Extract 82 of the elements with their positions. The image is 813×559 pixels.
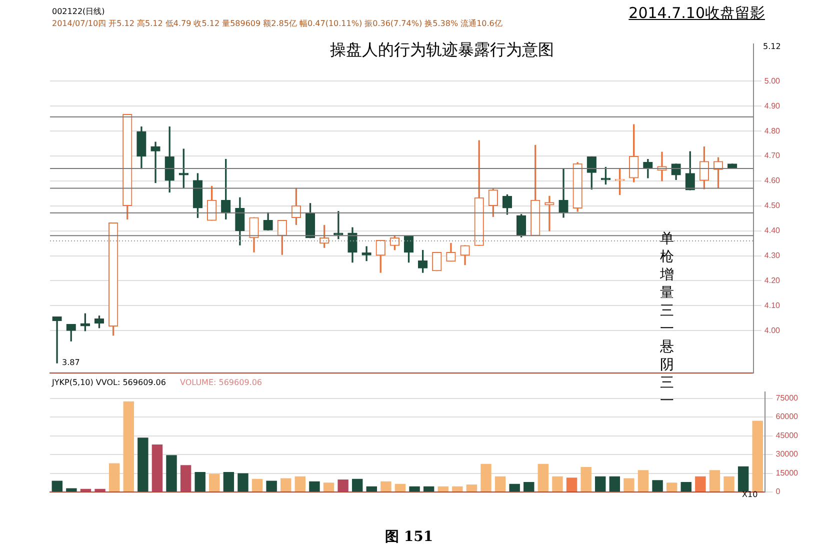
- caption: 图 151: [385, 528, 434, 546]
- bar: [738, 466, 749, 492]
- bar: [394, 484, 406, 492]
- bar: [638, 470, 649, 492]
- bar: [695, 476, 706, 492]
- bar: [52, 480, 63, 492]
- bar: [152, 444, 163, 492]
- bar: [66, 488, 77, 492]
- chart-subtitle: 操盘人的行为轨迹暴露行为意图: [330, 40, 554, 61]
- bar: [666, 482, 678, 492]
- annotation: X10: [742, 490, 758, 499]
- bar: [280, 478, 292, 492]
- y-tick-label: 4.70: [764, 151, 781, 160]
- bar: [80, 488, 92, 492]
- y-tick-label: 0: [776, 487, 781, 496]
- y-tick-label: 4.80: [764, 126, 781, 136]
- y-tick-label: 5.00: [764, 76, 781, 86]
- bar: [238, 473, 248, 492]
- bar: [652, 480, 663, 492]
- candlestick: [52, 316, 62, 364]
- bar: [752, 420, 763, 492]
- bar: [223, 472, 234, 492]
- text: 002122(日线): [52, 6, 105, 17]
- bar: [338, 480, 348, 492]
- bar: [509, 484, 520, 492]
- y-tick-label: 4.20: [764, 276, 781, 285]
- bar: [595, 476, 606, 492]
- candlestick: [362, 246, 372, 262]
- bar: [480, 464, 492, 492]
- bar: [709, 470, 720, 492]
- bar: [452, 486, 463, 492]
- bar: [194, 472, 206, 492]
- bar: [609, 476, 620, 492]
- candlestick: [544, 196, 554, 232]
- bar: [580, 467, 592, 492]
- bar: [466, 484, 478, 492]
- bar: [108, 463, 120, 492]
- y-tick-label: 60000: [776, 412, 799, 422]
- bar: [423, 486, 434, 492]
- bar: [566, 478, 578, 492]
- bar: [323, 482, 334, 492]
- text: VOLUME: 569609.06: [180, 378, 262, 387]
- y-tick-label: 30000: [776, 450, 799, 459]
- bar: [352, 478, 363, 492]
- y-tick-label: 15000: [776, 468, 799, 478]
- y-tick-label: 4.40: [764, 226, 781, 236]
- bar: [166, 455, 177, 492]
- y-tick-label: 4.60: [764, 176, 781, 186]
- bar: [94, 488, 106, 492]
- bar: [138, 438, 148, 492]
- bar: [209, 474, 220, 492]
- bar: [123, 401, 134, 492]
- chart-title: 2014.7.10收盘留影: [628, 4, 765, 23]
- y-tick-label: 4.50: [764, 201, 781, 210]
- bar: [266, 480, 277, 492]
- bar: [538, 464, 549, 492]
- bar: [624, 478, 634, 492]
- bar: [494, 476, 506, 492]
- y-tick-label: 45000: [776, 430, 799, 440]
- text: 5.12: [763, 42, 781, 51]
- y-tick-label: 4.90: [764, 101, 781, 110]
- bar: [380, 481, 392, 492]
- bar: [252, 478, 263, 492]
- text: 2014/07/10四 开5.12 高5.12 低4.79 收5.12 量589609 额2.85亿 幅0.47(10.11%) 振0.36(7.74%) 换5.38% 流通10.6亿: [52, 18, 502, 29]
- annotation: 3.87: [62, 358, 80, 367]
- bar: [180, 465, 192, 492]
- y-tick-label: 4.00: [764, 326, 781, 335]
- candlestick: [150, 142, 160, 184]
- bar: [366, 486, 377, 492]
- bar: [524, 482, 534, 492]
- text: 单枪增量三一悬阴三一: [660, 231, 674, 409]
- bar: [294, 476, 306, 492]
- bar: [309, 481, 320, 492]
- bar: [724, 476, 734, 492]
- bar: [409, 486, 420, 492]
- y-tick-label: 75000: [776, 393, 799, 402]
- bar: [552, 476, 563, 492]
- bar: [438, 486, 448, 492]
- y-tick-label: 4.30: [764, 250, 781, 260]
- y-tick-label: 4.10: [764, 300, 781, 310]
- bar: [680, 482, 692, 492]
- text: JYKP(5,10) VVOL: 569609.06: [52, 378, 166, 387]
